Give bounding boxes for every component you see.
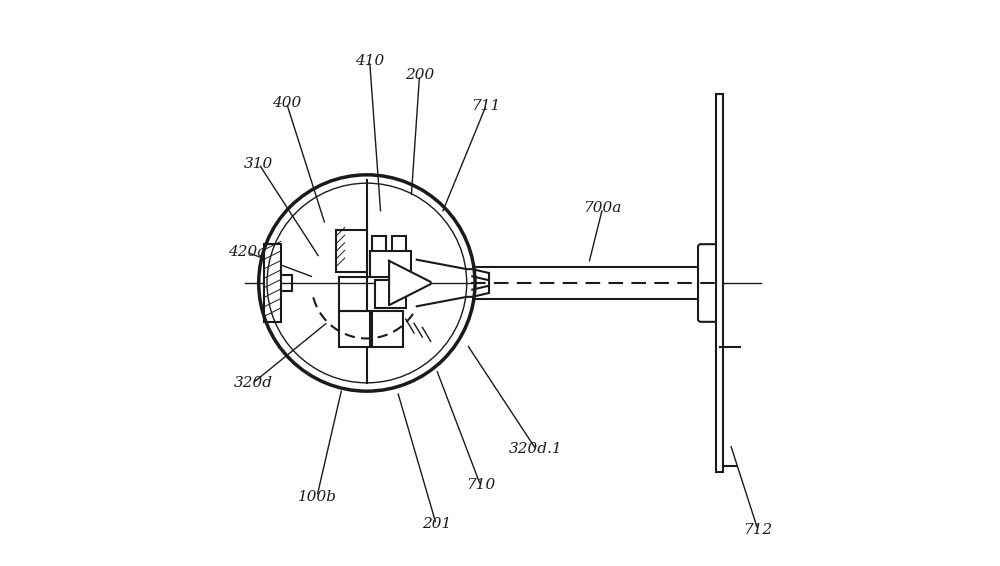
Bar [375,280,406,308]
FancyBboxPatch shape [698,244,719,322]
Text: 320d: 320d [234,376,273,390]
Bar [392,236,406,252]
Text: 310: 310 [244,157,273,171]
Bar [339,311,370,347]
Text: 201: 201 [422,517,451,531]
Text: 700a: 700a [583,201,622,215]
Text: 100b: 100b [297,490,336,504]
Bar [336,230,367,272]
Bar [370,251,411,277]
Text: 712: 712 [743,523,773,537]
Text: 410: 410 [355,54,384,68]
Bar [372,311,403,347]
Text: 200: 200 [405,68,434,82]
Polygon shape [389,261,431,305]
Bar [264,244,281,322]
Text: 711: 711 [472,98,501,113]
Text: 420a: 420a [228,246,267,259]
Bar [473,268,701,298]
Text: 320d.1: 320d.1 [509,443,563,456]
Bar [372,236,386,252]
Text: 710: 710 [466,478,495,492]
Text: 400: 400 [272,96,301,110]
Bar [716,95,723,471]
Circle shape [259,175,475,391]
